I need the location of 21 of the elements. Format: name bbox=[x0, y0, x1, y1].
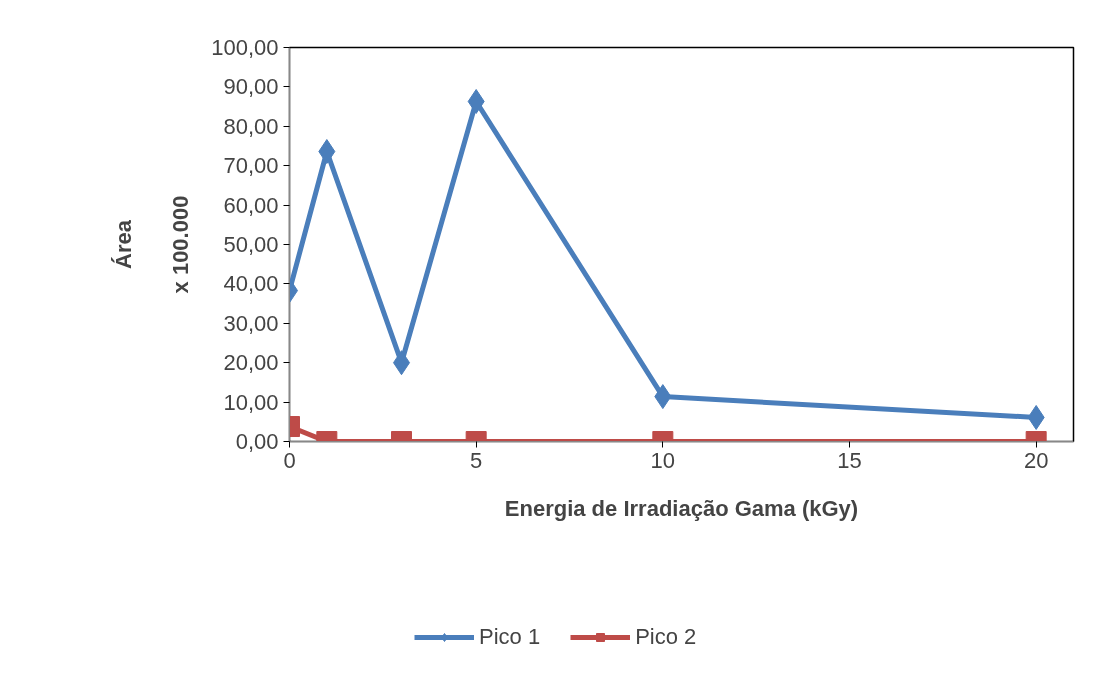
y-tick-label: 30,00 bbox=[223, 310, 279, 336]
y-tick-label: 0,00 bbox=[235, 429, 279, 454]
x-tick-label: 0 bbox=[283, 447, 296, 473]
y-tick-label: 80,00 bbox=[223, 113, 279, 139]
x-axis-title: Energia de Irradiação Gama (kGy) bbox=[504, 495, 859, 521]
x-tick-label: 5 bbox=[470, 447, 483, 473]
y-tick-label: 20,00 bbox=[223, 350, 279, 376]
x-tick-label: 10 bbox=[650, 447, 676, 473]
y-tick-label: 100,00 bbox=[211, 35, 279, 60]
text: x 100.000 bbox=[168, 195, 194, 294]
y-tick-label: 90,00 bbox=[223, 74, 279, 100]
legend-label: Pico 2 bbox=[635, 624, 697, 650]
legend-label: Pico 1 bbox=[479, 624, 541, 650]
x-tick-label: 20 bbox=[1023, 447, 1049, 473]
y-tick-label: 70,00 bbox=[223, 153, 279, 179]
y-tick-label: 10,00 bbox=[223, 389, 279, 415]
y-tick-label: 50,00 bbox=[223, 232, 279, 257]
y-tick-label: 60,00 bbox=[223, 192, 279, 218]
x-tick-label: 15 bbox=[837, 447, 862, 473]
y-tick-label: 40,00 bbox=[223, 271, 279, 297]
y-axis-title: Área bbox=[110, 219, 136, 269]
